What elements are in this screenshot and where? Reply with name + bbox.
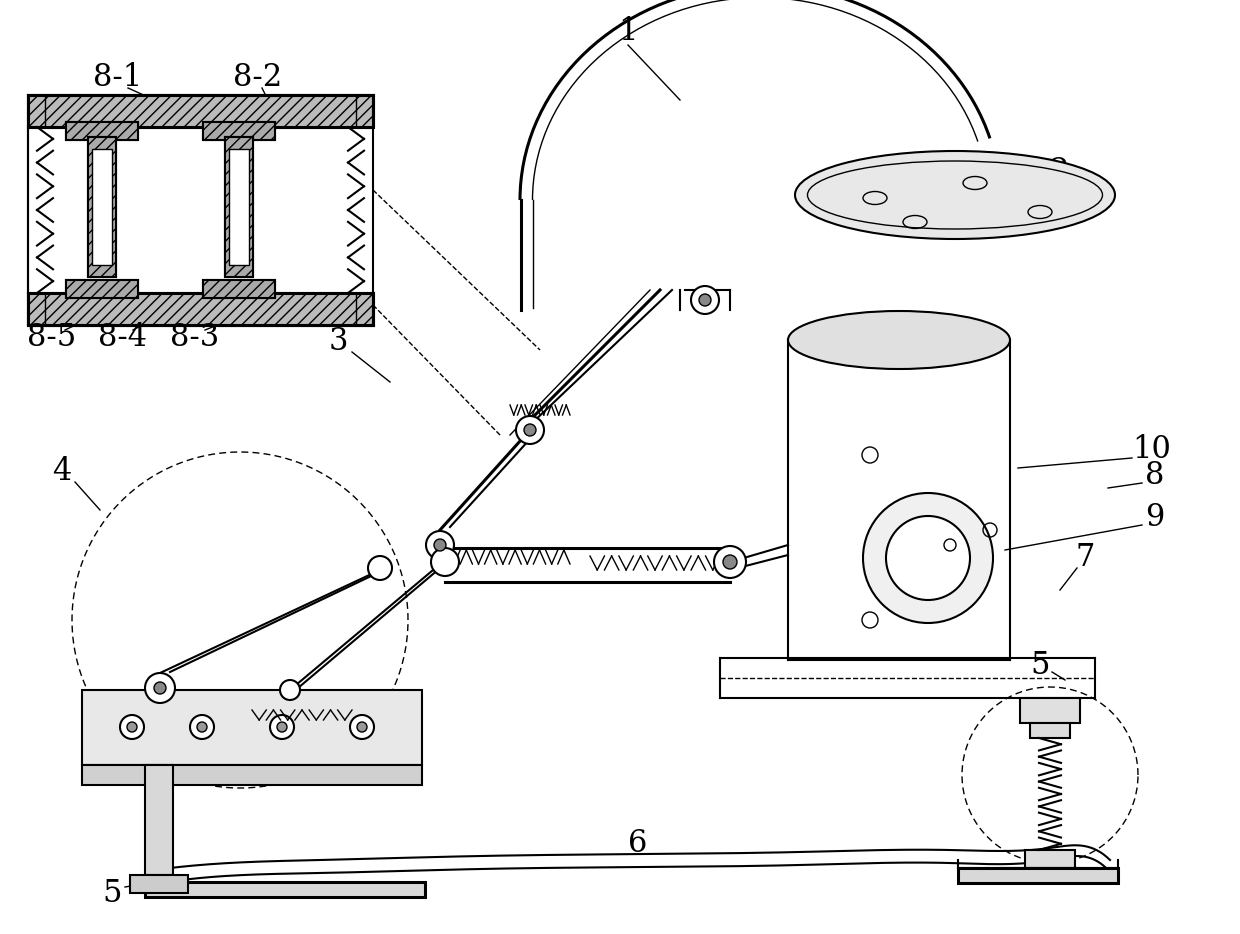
Circle shape — [714, 546, 746, 578]
Text: 8-5: 8-5 — [27, 322, 77, 353]
Circle shape — [427, 531, 454, 559]
Bar — [999, 868, 1080, 880]
Text: 5: 5 — [1030, 649, 1050, 681]
Bar — [1025, 850, 1075, 868]
Bar — [229, 149, 249, 265]
Circle shape — [691, 286, 719, 314]
Bar — [130, 875, 188, 893]
Circle shape — [277, 722, 286, 732]
Bar — [92, 149, 112, 265]
Circle shape — [887, 516, 970, 600]
Text: 9: 9 — [1146, 502, 1164, 533]
Text: 8-4: 8-4 — [98, 322, 146, 353]
Ellipse shape — [795, 151, 1115, 239]
Circle shape — [863, 493, 993, 623]
Circle shape — [434, 539, 446, 551]
Bar — [66, 122, 138, 140]
Bar — [203, 280, 275, 298]
Bar — [29, 95, 373, 127]
Circle shape — [432, 548, 459, 576]
Circle shape — [190, 715, 215, 739]
Bar — [88, 137, 117, 277]
Bar — [29, 293, 373, 325]
Circle shape — [154, 682, 166, 694]
Text: 7: 7 — [1075, 543, 1095, 573]
Circle shape — [270, 715, 294, 739]
Bar — [203, 122, 275, 140]
Text: 8-1: 8-1 — [93, 63, 143, 93]
Text: 8: 8 — [1146, 460, 1164, 490]
Text: 1: 1 — [619, 17, 637, 48]
Text: 6: 6 — [629, 828, 647, 858]
Bar — [82, 690, 422, 765]
Circle shape — [280, 680, 300, 700]
Circle shape — [350, 715, 374, 739]
Bar — [145, 882, 425, 897]
Text: 8-2: 8-2 — [233, 63, 283, 93]
Bar — [1021, 698, 1080, 723]
Bar — [88, 137, 117, 277]
Circle shape — [723, 555, 737, 569]
Bar — [224, 137, 253, 277]
Bar — [1030, 723, 1070, 738]
Circle shape — [145, 673, 175, 703]
Bar — [82, 765, 422, 785]
Bar — [203, 280, 275, 298]
Circle shape — [197, 722, 207, 732]
Circle shape — [120, 715, 144, 739]
Text: 8-3: 8-3 — [170, 322, 219, 353]
Text: 4: 4 — [52, 457, 72, 488]
Bar — [224, 137, 253, 277]
Bar — [29, 95, 373, 127]
Bar — [959, 868, 1118, 883]
Circle shape — [126, 722, 136, 732]
Text: 3: 3 — [329, 327, 347, 358]
Circle shape — [368, 556, 392, 580]
Bar — [66, 280, 138, 298]
Text: 2: 2 — [1050, 157, 1070, 188]
Bar — [66, 122, 138, 140]
Ellipse shape — [787, 311, 1011, 369]
Bar — [29, 293, 373, 325]
Text: 5: 5 — [102, 878, 122, 909]
Bar — [66, 280, 138, 298]
Circle shape — [357, 722, 367, 732]
Bar — [145, 765, 174, 875]
Text: 10: 10 — [1132, 434, 1172, 465]
Circle shape — [699, 294, 711, 306]
Bar — [203, 122, 275, 140]
Circle shape — [525, 424, 536, 436]
Circle shape — [516, 416, 544, 444]
